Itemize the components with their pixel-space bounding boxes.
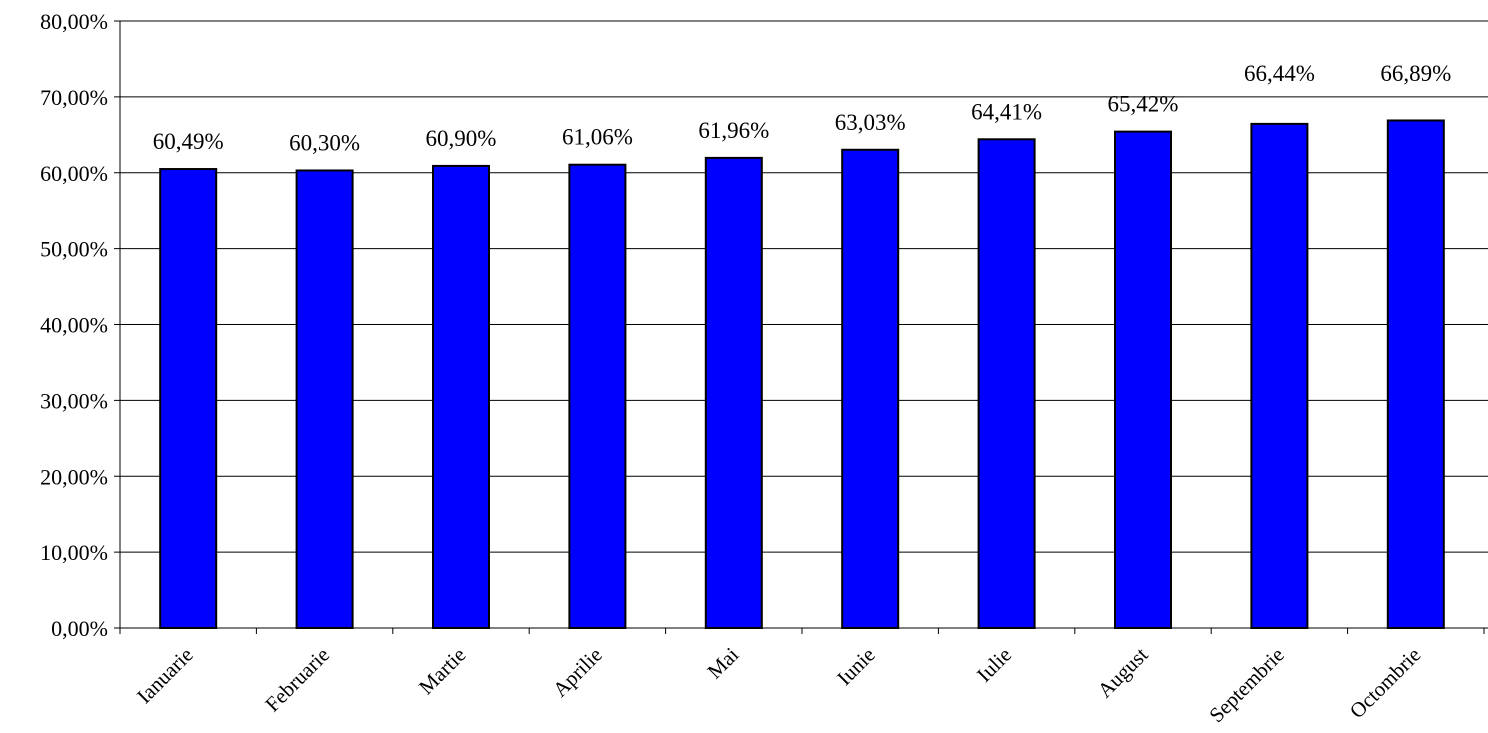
bar-februarie xyxy=(295,169,354,629)
y-tick-label: 60,00% xyxy=(40,161,108,186)
axes xyxy=(114,20,1488,634)
value-label: 63,03% xyxy=(835,110,906,135)
bar-martie xyxy=(432,164,490,629)
category-label: August xyxy=(1093,642,1153,702)
bar-iulie xyxy=(977,138,1036,629)
category-label: Septembrie xyxy=(1204,643,1289,728)
value-label: 66,89% xyxy=(1380,61,1451,86)
y-tick-label: 20,00% xyxy=(40,464,108,489)
value-label: 65,42% xyxy=(1108,92,1179,117)
value-label: 60,90% xyxy=(426,126,497,151)
value-label: 66,44% xyxy=(1244,61,1315,86)
value-label: 61,96% xyxy=(698,118,769,143)
y-tick-label: 80,00% xyxy=(40,9,108,34)
value-label: 61,06% xyxy=(562,125,633,150)
category-label: Mai xyxy=(702,642,743,683)
bars xyxy=(159,119,1445,629)
value-label: 64,41% xyxy=(971,99,1042,124)
bar-iunie xyxy=(841,148,900,629)
bar-octombrie xyxy=(1386,119,1445,629)
value-label: 60,30% xyxy=(289,130,360,155)
bar-august xyxy=(1114,130,1172,629)
y-tick-label: 70,00% xyxy=(40,85,108,110)
category-label: Martie xyxy=(414,643,471,700)
bar-ianuarie xyxy=(159,168,218,629)
category-label: Iulie xyxy=(972,643,1016,687)
y-tick-label: 10,00% xyxy=(40,540,108,565)
bar-aprilie xyxy=(568,163,627,629)
y-tick-label: 0,00% xyxy=(51,616,108,641)
category-label: Ianuarie xyxy=(132,643,198,709)
y-tick-label: 40,00% xyxy=(40,313,108,338)
y-tick-label: 30,00% xyxy=(40,388,108,413)
category-label: Octombrie xyxy=(1345,643,1425,723)
value-label: 60,49% xyxy=(153,129,224,154)
category-label: Iunie xyxy=(832,643,879,690)
category-label: Aprilie xyxy=(548,643,607,702)
y-tick-label: 50,00% xyxy=(40,237,108,262)
bar-septembrie xyxy=(1250,122,1309,629)
category-label: Februarie xyxy=(260,643,334,717)
bar-mai xyxy=(704,156,763,629)
